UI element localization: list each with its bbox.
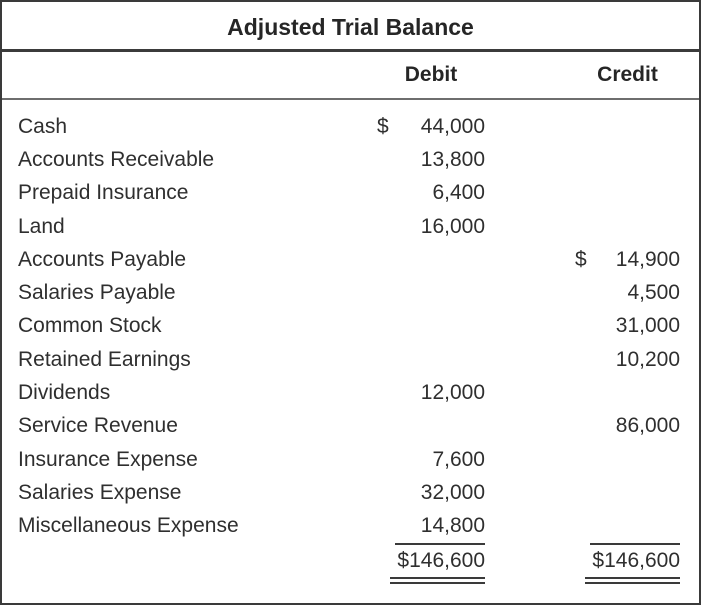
credit-total-value: $146,600 bbox=[592, 548, 680, 572]
debit-value: 6,400 bbox=[432, 181, 485, 205]
debit-value: 14,800 bbox=[420, 514, 485, 538]
debit-amount: 14,800 bbox=[377, 514, 485, 538]
debit-column-header: Debit bbox=[404, 63, 458, 86]
debit-amount: 7,600 bbox=[377, 448, 485, 472]
debit-value: 12,000 bbox=[420, 381, 485, 405]
credit-sum-rule bbox=[590, 542, 680, 545]
debit-value: 7,600 bbox=[432, 447, 485, 471]
account-label: Miscellaneous Expense bbox=[18, 514, 239, 538]
table-row: Land 16,000 bbox=[2, 210, 699, 243]
account-label: Common Stock bbox=[18, 314, 162, 338]
debit-total: $146,600 bbox=[377, 542, 485, 584]
table-row: Accounts Receivable 13,800 bbox=[2, 143, 699, 176]
table-row: Cash $44,000 bbox=[2, 110, 699, 143]
totals-row: $146,600 $146,600 bbox=[2, 542, 699, 585]
credit-amount: 31,000 bbox=[575, 314, 680, 338]
page-title: Adjusted Trial Balance bbox=[2, 2, 699, 52]
account-label: Accounts Receivable bbox=[18, 147, 215, 171]
debit-value: 16,000 bbox=[420, 214, 485, 238]
dollar-sign: $ bbox=[575, 247, 587, 271]
account-label: Salaries Expense bbox=[18, 480, 182, 504]
debit-value: 44,000 bbox=[420, 114, 485, 138]
credit-total: $146,600 bbox=[575, 542, 680, 584]
debit-amount: $44,000 bbox=[377, 115, 485, 139]
table-body: Cash $44,000 Accounts Receivable 13,800 … bbox=[2, 100, 699, 585]
table-row: Salaries Expense 32,000 bbox=[2, 476, 699, 509]
credit-value: 14,900 bbox=[615, 247, 680, 271]
account-label: Accounts Payable bbox=[18, 247, 187, 271]
debit-amount: 6,400 bbox=[377, 181, 485, 205]
credit-double-underline bbox=[585, 576, 680, 584]
account-label: Salaries Payable bbox=[18, 281, 176, 305]
credit-amount: 86,000 bbox=[575, 414, 680, 438]
debit-value: 32,000 bbox=[420, 480, 485, 504]
debit-amount: 32,000 bbox=[377, 481, 485, 505]
debit-double-underline bbox=[390, 576, 485, 584]
account-label: Insurance Expense bbox=[18, 447, 198, 471]
debit-total-value: $146,600 bbox=[397, 548, 485, 572]
table-row: Accounts Payable $14,900 bbox=[2, 243, 699, 276]
debit-amount: 16,000 bbox=[377, 215, 485, 239]
column-header-row: Debit Credit bbox=[2, 52, 699, 100]
account-label: Prepaid Insurance bbox=[18, 181, 189, 205]
table-row: Service Revenue 86,000 bbox=[2, 410, 699, 443]
dollar-sign: $ bbox=[377, 114, 389, 138]
debit-amount: 13,800 bbox=[377, 148, 485, 172]
credit-value: 4,500 bbox=[627, 281, 680, 305]
credit-amount: 10,200 bbox=[575, 348, 680, 372]
credit-amount: 4,500 bbox=[575, 281, 680, 305]
table-row: Dividends 12,000 bbox=[2, 376, 699, 409]
credit-value: 10,200 bbox=[615, 347, 680, 371]
credit-column-header: Credit bbox=[597, 63, 658, 86]
table-row: Retained Earnings 10,200 bbox=[2, 343, 699, 376]
account-label: Dividends bbox=[18, 381, 111, 405]
table-row: Insurance Expense 7,600 bbox=[2, 443, 699, 476]
table-row: Salaries Payable 4,500 bbox=[2, 276, 699, 309]
account-label: Cash bbox=[18, 114, 68, 138]
table-row: Prepaid Insurance 6,400 bbox=[2, 177, 699, 210]
table-row: Common Stock 31,000 bbox=[2, 310, 699, 343]
debit-amount: 12,000 bbox=[377, 381, 485, 405]
table-row: Miscellaneous Expense 14,800 bbox=[2, 510, 699, 543]
account-label: Retained Earnings bbox=[18, 347, 191, 371]
account-label: Service Revenue bbox=[18, 414, 178, 438]
debit-sum-rule bbox=[395, 542, 485, 545]
credit-value: 31,000 bbox=[615, 314, 680, 338]
credit-value: 86,000 bbox=[615, 414, 680, 438]
credit-amount: $14,900 bbox=[575, 248, 680, 272]
debit-value: 13,800 bbox=[420, 147, 485, 171]
account-label: Land bbox=[18, 214, 65, 238]
